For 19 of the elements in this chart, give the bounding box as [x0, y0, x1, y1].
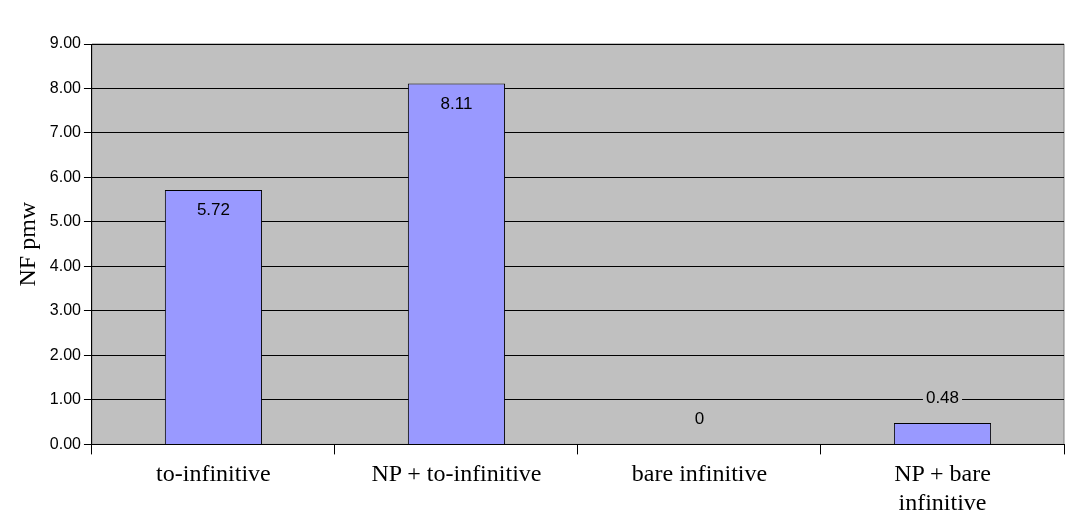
y-tick-label: 7.00: [49, 123, 82, 141]
y-tick-label: 6.00: [49, 167, 82, 185]
y-tick-label: 8.00: [49, 78, 82, 96]
x-tick-label: bare infinitive: [631, 460, 768, 487]
y-tick-label: 1.00: [49, 390, 82, 408]
y-tick-label: 9.00: [49, 34, 82, 52]
x-tick-label: to-infinitive: [156, 460, 271, 487]
x-tick-label: NP + to-infinitive: [371, 460, 542, 487]
data-label: 5.72: [196, 200, 230, 220]
y-tick-label: 2.00: [49, 345, 82, 363]
x-tick-label: NP + bare infinitive: [894, 460, 991, 515]
data-label: 0.48: [925, 387, 960, 407]
y-tick-label: 4.00: [49, 256, 82, 274]
y-tick-label: 0.00: [49, 434, 82, 452]
y-tick-label: 3.00: [49, 301, 82, 319]
y-axis-title: NF pmw: [13, 201, 40, 287]
data-label: 0: [694, 409, 705, 429]
data-label: 8.11: [440, 93, 473, 113]
y-tick-label: 5.00: [49, 212, 82, 230]
